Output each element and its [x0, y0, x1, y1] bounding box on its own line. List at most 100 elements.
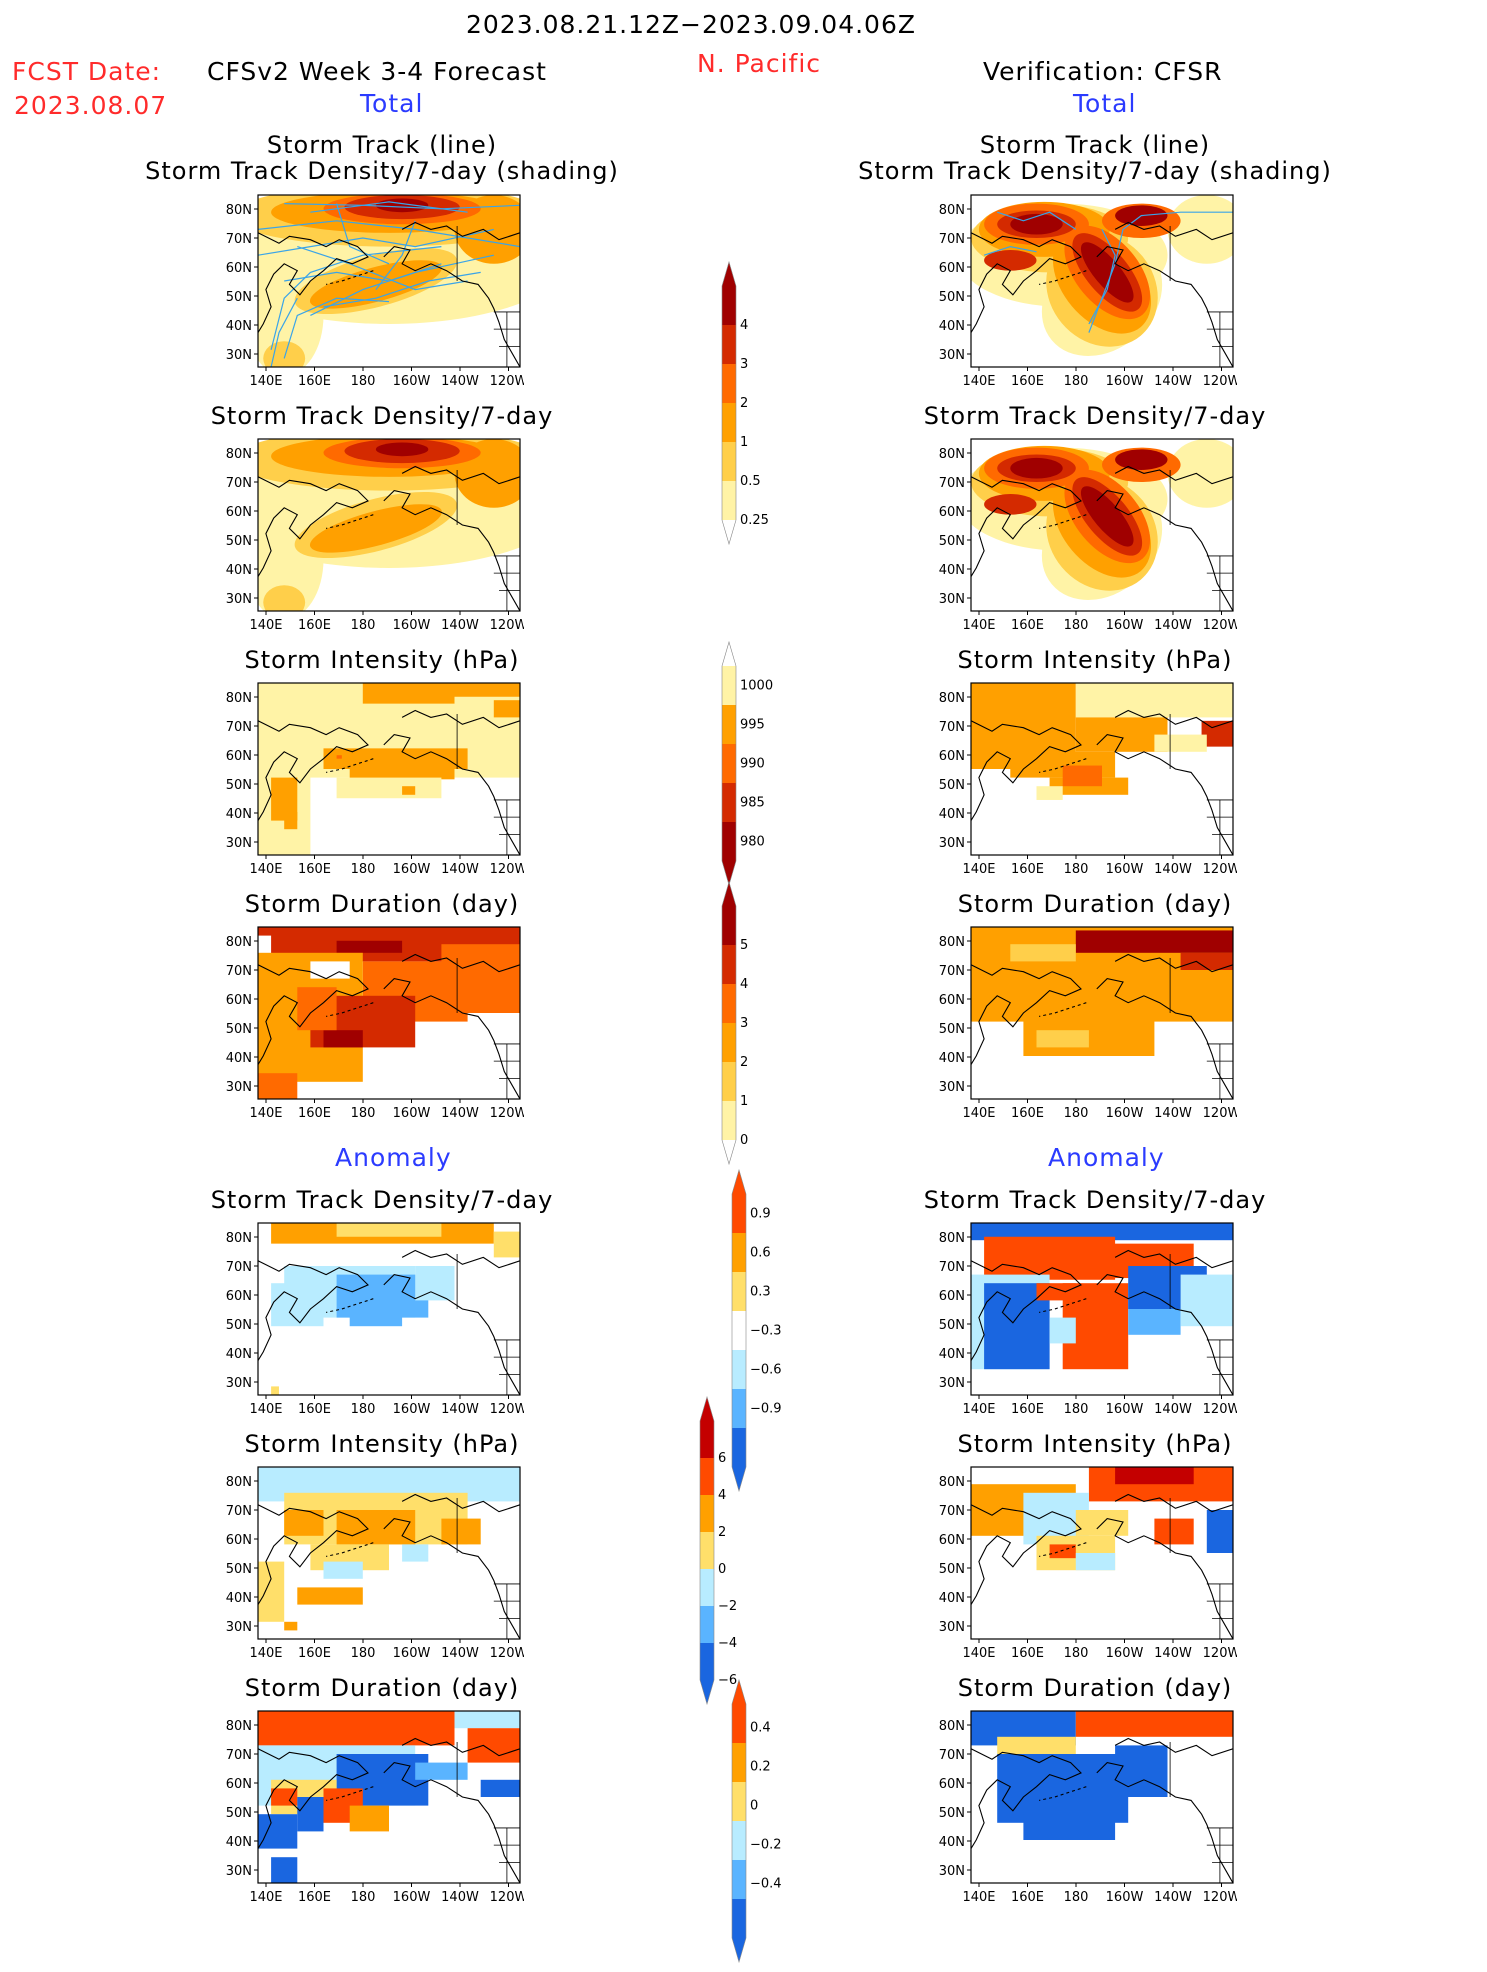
colorbar-swatch: [700, 1421, 714, 1458]
colorbar-swatch: [722, 906, 736, 945]
lon-tick-label: 180: [1064, 1646, 1089, 1661]
shade-cell: [297, 1797, 324, 1832]
map-frame: [970, 926, 1234, 1100]
lon-tick-label: 160E: [1011, 618, 1044, 633]
colorbar-tip-top: [700, 1397, 714, 1421]
coastline-arctic: [401, 953, 520, 973]
aleutian-islands: [1038, 1002, 1087, 1017]
left-anomaly-label: Anomaly: [335, 1143, 452, 1172]
lon-tick-label: 160W: [1106, 862, 1144, 877]
coastline-asia: [258, 1260, 369, 1361]
lon-tick-label: 160W: [393, 862, 431, 877]
title-intensity-right: Storm Intensity (hPa): [957, 646, 1233, 674]
map-frame: [257, 438, 521, 612]
coastline-arctic: [1114, 953, 1233, 973]
coastline-asia: [971, 232, 1082, 333]
lon-tick-label: 120W: [490, 1106, 524, 1121]
fcst-date: 2023.08.07: [14, 91, 168, 120]
colorbar-label: 995: [740, 718, 765, 733]
lon-tick-label: 140E: [249, 1106, 282, 1121]
shade-cell: [1201, 720, 1233, 747]
shade-cell: [997, 1754, 1129, 1823]
aleutian-islands: [325, 1002, 374, 1017]
colorbar-label: 0.5: [740, 474, 761, 489]
lat-tick-label: 60N: [939, 505, 965, 520]
lon-tick-label: 160E: [1011, 862, 1044, 877]
aleutian-islands: [1038, 514, 1087, 529]
lat-tick-label: 30N: [939, 836, 965, 851]
lon-tick-label: 180: [1064, 374, 1089, 389]
title-density-right: Storm Track Density/7-day: [923, 402, 1267, 430]
colorbar-tip-bottom: [722, 861, 736, 885]
map-density-anomaly-verification: 80N 70N 60N 50N 40N 30N 140E 160E 180 160W 140W 120…: [923, 1221, 1237, 1436]
title-track-line-right: Storm Track (line): [979, 131, 1211, 159]
lat-tick-label: 50N: [226, 1562, 252, 1577]
lon-tick-label: 160W: [1106, 1402, 1144, 1417]
colorbar-tip-bottom: [732, 1938, 746, 1962]
shade-cell: [336, 755, 342, 759]
lat-tick-label: 70N: [939, 476, 965, 491]
lat-tick-label: 70N: [939, 964, 965, 979]
aleutian-islands: [1038, 1786, 1087, 1801]
colorbar-tip-top: [732, 1680, 746, 1704]
shade-region: [984, 494, 1037, 515]
coastline-alaska: [383, 1517, 520, 1639]
lon-tick-label: 160W: [393, 618, 431, 633]
colorbar-tip-top: [722, 882, 736, 906]
lon-tick-label: 160W: [1106, 1646, 1144, 1661]
lon-tick-label: 140E: [962, 1890, 995, 1905]
lon-tick-label: 180: [351, 1106, 376, 1121]
colorbar-label: 0.9: [750, 1207, 771, 1222]
aleutian-islands: [325, 270, 374, 285]
shade-cell: [480, 1779, 520, 1797]
shade-cell: [1075, 930, 1233, 953]
lon-tick-label: 140W: [441, 618, 479, 633]
shade-cell: [349, 1309, 403, 1327]
colorbar-swatch: [700, 1495, 714, 1532]
lon-tick-label: 160E: [298, 1402, 331, 1417]
aleutian-islands: [325, 1542, 374, 1557]
lon-tick-label: 160W: [393, 1402, 431, 1417]
shade-cell: [415, 1266, 455, 1301]
lat-tick-label: 40N: [226, 1347, 252, 1362]
shade-cell: [1075, 717, 1168, 752]
lat-tick-label: 70N: [226, 232, 252, 247]
lat-tick-label: 60N: [226, 993, 252, 1008]
shade-cell: [271, 1386, 279, 1395]
model-title: CFSv2 Week 3-4 Forecast: [207, 57, 547, 86]
lon-tick-label: 140W: [1154, 1402, 1192, 1417]
lon-tick-label: 180: [1064, 1106, 1089, 1121]
lon-tick-label: 120W: [490, 1646, 524, 1661]
shade-cell: [258, 1561, 285, 1622]
shade-cell: [1023, 1814, 1116, 1840]
verification-label: Verification: CFSR: [983, 57, 1223, 86]
lon-tick-label: 140E: [962, 618, 995, 633]
lon-tick-label: 120W: [1203, 618, 1237, 633]
lat-tick-label: 80N: [226, 691, 252, 706]
storm-track-line: [1088, 229, 1116, 325]
storm-track-line: [997, 211, 1077, 230]
coastline-arctic: [401, 221, 520, 241]
lat-tick-label: 50N: [939, 290, 965, 305]
title-intensity-left: Storm Intensity (hPa): [244, 646, 520, 674]
lat-tick-label: 80N: [939, 935, 965, 950]
colorbar-label: 2: [740, 396, 748, 411]
colorbar-label: 1: [740, 435, 748, 450]
lon-tick-label: 140W: [441, 1890, 479, 1905]
map-frame: [970, 1222, 1234, 1396]
title-duration-left: Storm Duration (day): [244, 890, 520, 918]
map-track-density-shading-verification: 80N 70N 60N 50N 40N 30N 140E 160E 180 160W 140W 120…: [923, 193, 1237, 408]
title-intensity-anom-left: Storm Intensity (hPa): [244, 1430, 520, 1458]
colorbar-swatch: [722, 705, 736, 744]
coastline-alaska: [383, 489, 520, 611]
colorbar-swatch: [732, 1743, 746, 1782]
lon-tick-label: 140W: [441, 862, 479, 877]
colorbar-label: 3: [740, 357, 748, 372]
map-frame: [257, 194, 521, 368]
shade-cell: [1180, 1274, 1233, 1327]
left-total-label: Total: [360, 89, 424, 118]
shade-cell: [1115, 1745, 1168, 1797]
lat-tick-label: 40N: [939, 807, 965, 822]
lat-tick-label: 80N: [226, 1719, 252, 1734]
shade-cell: [349, 762, 455, 780]
